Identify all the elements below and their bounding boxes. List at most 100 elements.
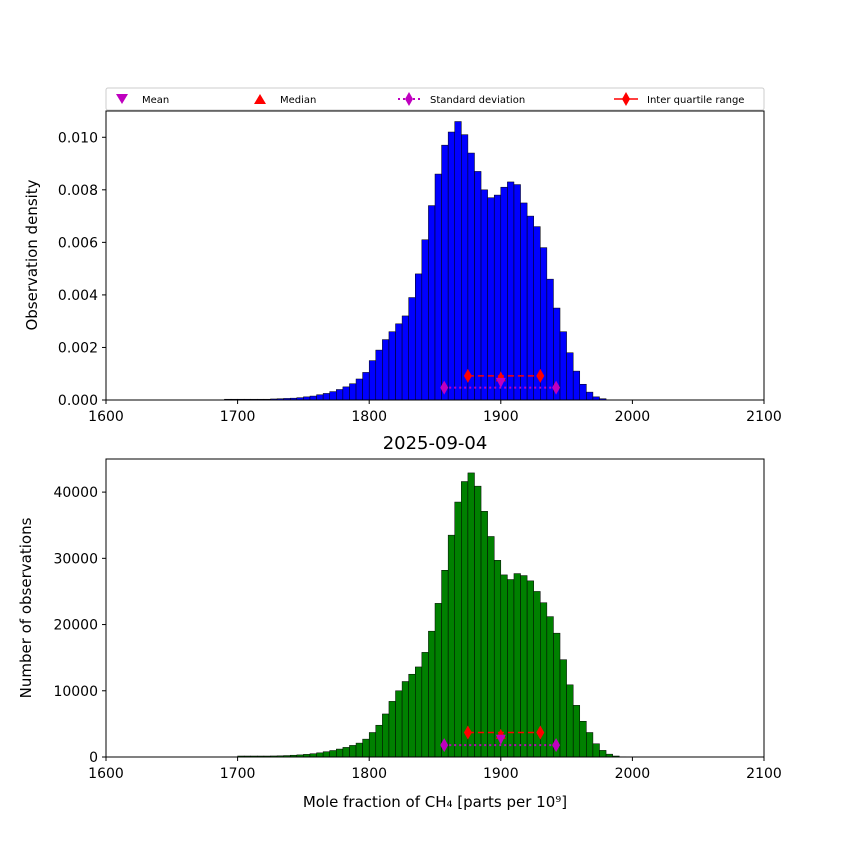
histogram-bar xyxy=(336,389,344,401)
y-tick-label: 0.002 xyxy=(58,340,98,356)
x-tick-label: 1600 xyxy=(88,766,124,782)
histogram-bar xyxy=(500,186,508,401)
density-y-axis-label: Observation density xyxy=(23,179,41,330)
std-dev-marker xyxy=(552,738,561,753)
histogram-bar xyxy=(592,743,600,758)
legend-label-std: Standard deviation xyxy=(430,95,525,106)
y-tick-label: 0.000 xyxy=(58,393,98,409)
density-y-axis: 0.000 0.002 0.004 0.006 0.008 0.010 xyxy=(58,130,106,409)
histogram-bar xyxy=(546,616,554,758)
count-x-axis: 1600 1700 1800 1900 2000 2100 xyxy=(88,757,782,782)
histogram-bar xyxy=(526,215,534,401)
mean-marker xyxy=(495,734,506,745)
std-dev-marker xyxy=(552,380,561,395)
legend-label-iqr: Inter quartile range xyxy=(647,95,744,106)
histogram-bar xyxy=(487,197,495,401)
histogram-bar xyxy=(329,391,337,401)
histogram-bar xyxy=(329,750,337,758)
histogram-bar xyxy=(507,181,515,401)
legend-marker-mean xyxy=(116,94,128,104)
x-tick-label: 1800 xyxy=(351,409,387,425)
std-dev-marker xyxy=(440,738,449,753)
x-tick-label: 2100 xyxy=(746,409,782,425)
histogram-bar xyxy=(579,383,587,401)
y-tick-label: 30000 xyxy=(53,551,98,567)
mean-marker xyxy=(495,377,506,388)
histogram-bar xyxy=(566,684,574,758)
histogram-bar xyxy=(579,720,587,758)
histogram-bar xyxy=(553,632,561,758)
legend-marker-median xyxy=(254,94,266,104)
iqr-marker xyxy=(463,725,472,740)
count-stat-markers xyxy=(440,725,561,753)
x-tick-label: 1600 xyxy=(88,409,124,425)
histogram-bar xyxy=(461,134,469,401)
histogram-bar xyxy=(493,194,502,401)
histogram-bar xyxy=(401,315,409,401)
histogram-bar xyxy=(316,394,324,401)
count-histogram-panel: 2025-09-04 1600 1700 1800 1900 2000 2100 0 100… xyxy=(17,433,782,811)
std-dev-marker xyxy=(440,380,449,395)
histogram-bar xyxy=(441,144,449,401)
count-bars xyxy=(237,472,627,758)
histogram-bar xyxy=(441,570,449,758)
histogram-bar xyxy=(487,536,495,758)
histogram-bar xyxy=(428,630,436,758)
histogram-bar xyxy=(447,131,455,401)
histogram-bar xyxy=(336,748,344,758)
histogram-bar xyxy=(375,349,383,401)
y-tick-label: 0.010 xyxy=(58,130,98,146)
legend-marker-std xyxy=(405,92,413,106)
histogram-bar xyxy=(421,652,429,758)
histogram-bar xyxy=(388,701,396,758)
histogram-bar xyxy=(401,681,409,758)
histogram-bar xyxy=(480,189,488,401)
histogram-bar xyxy=(415,666,423,758)
x-tick-label: 2000 xyxy=(615,766,651,782)
legend-entry-iqr: Inter quartile range xyxy=(614,92,744,106)
x-tick-label: 1900 xyxy=(483,766,519,782)
histogram-bar xyxy=(388,331,396,401)
histogram-bar xyxy=(368,732,377,758)
histogram-bar xyxy=(454,121,462,401)
histogram-bar xyxy=(572,370,581,401)
histogram-bar xyxy=(434,173,442,401)
y-tick-label: 10000 xyxy=(53,684,98,700)
histogram-bar xyxy=(408,673,416,758)
count-y-axis-label: Number of observations xyxy=(17,517,35,698)
histogram-bar xyxy=(474,171,482,401)
count-chart-title: 2025-09-04 xyxy=(383,433,488,454)
count-plot-frame xyxy=(105,458,765,758)
histogram-bar xyxy=(428,205,436,401)
histogram-bar xyxy=(572,705,581,758)
legend-label-mean: Mean xyxy=(142,95,169,106)
y-tick-label: 40000 xyxy=(53,485,98,501)
x-tick-label: 2000 xyxy=(615,409,651,425)
density-bars xyxy=(224,121,607,401)
legend: Mean Median Standard deviation Inter qua… xyxy=(105,87,765,111)
legend-entry-std: Standard deviation xyxy=(398,92,525,106)
histogram-bar xyxy=(362,738,370,758)
y-tick-label: 0.006 xyxy=(58,235,98,251)
legend-label-median: Median xyxy=(280,95,316,106)
density-histogram-panel: 1600 1700 1800 1900 2000 2100 0.000 0.002 0.004… xyxy=(23,110,782,425)
count-x-axis-label: Mole fraction of CH₄ [parts per 10⁹] xyxy=(303,793,567,811)
x-tick-label: 1900 xyxy=(483,409,519,425)
density-plot-frame xyxy=(105,110,765,401)
count-y-axis: 0 10000 20000 30000 40000 xyxy=(53,485,106,766)
histogram-bar xyxy=(520,202,528,401)
histogram-bar xyxy=(322,751,330,758)
density-x-axis: 1600 1700 1800 1900 2000 2100 xyxy=(88,400,782,425)
histogram-bar xyxy=(382,339,390,401)
histogram-bar xyxy=(368,360,377,401)
histogram-bar xyxy=(526,580,534,758)
histogram-bar xyxy=(408,297,416,401)
histogram-bar xyxy=(355,378,363,401)
histogram-bar xyxy=(362,372,370,401)
histogram-bar xyxy=(586,391,594,401)
histogram-bar xyxy=(467,472,475,758)
x-tick-label: 1700 xyxy=(220,409,256,425)
histogram-bar xyxy=(454,501,462,758)
histogram-bar xyxy=(421,239,429,401)
y-tick-label: 0 xyxy=(89,750,98,766)
